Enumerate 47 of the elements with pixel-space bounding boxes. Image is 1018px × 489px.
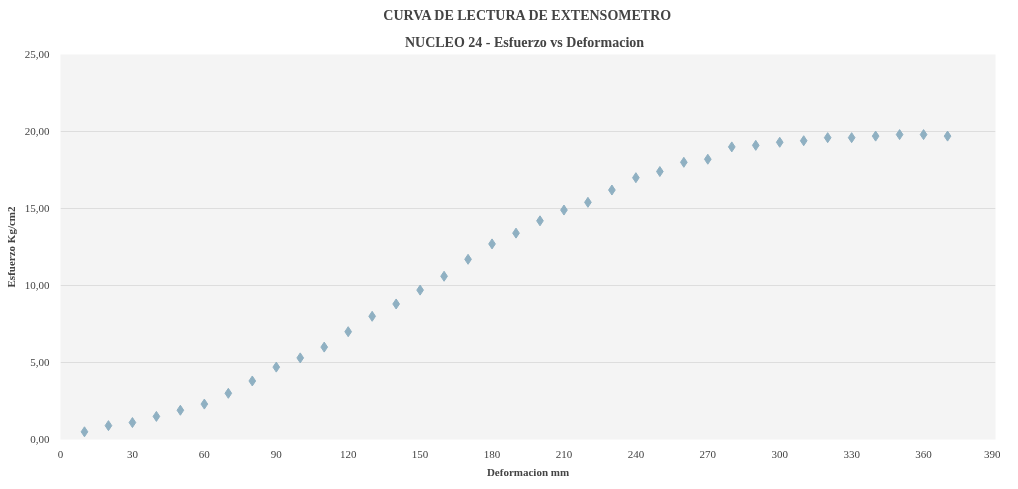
point xyxy=(152,410,161,422)
x-tick-label: 210 xyxy=(555,447,573,460)
y-tick-label: 10,00 xyxy=(24,279,50,291)
x-tick-label: 0 xyxy=(57,447,64,460)
point xyxy=(80,426,89,438)
x-tick-label: 240 xyxy=(627,447,645,460)
point xyxy=(871,130,880,142)
point xyxy=(823,132,832,144)
point xyxy=(272,361,281,373)
x-tick-label: 60 xyxy=(198,447,211,460)
x-tick-label: 150 xyxy=(411,447,429,460)
x-tick-label: 30 xyxy=(126,447,139,460)
point xyxy=(775,136,784,148)
y-tick-label: 5,00 xyxy=(30,356,50,368)
x-tick-label: 360 xyxy=(915,447,933,460)
point xyxy=(296,352,305,364)
y-axis-title: Esfuerzo Kg/cm2 xyxy=(4,206,17,288)
x-tick-label: 270 xyxy=(699,447,717,460)
point xyxy=(200,398,209,410)
point xyxy=(104,420,113,432)
point xyxy=(751,139,760,151)
point xyxy=(943,130,952,142)
y-tick-label: 20,00 xyxy=(24,125,50,137)
point xyxy=(176,404,185,416)
x-tick-label: 390 xyxy=(984,447,1001,460)
point xyxy=(320,341,329,353)
point xyxy=(224,387,233,399)
x-tick-label: 90 xyxy=(270,447,283,460)
y-tick-label: 15,00 xyxy=(24,202,50,214)
x-tick-label: 300 xyxy=(771,447,789,460)
x-axis-title: Deformacion mm xyxy=(486,465,570,478)
y-tick-label: 0,00 xyxy=(30,433,50,445)
point xyxy=(703,153,712,165)
point xyxy=(727,141,736,153)
point xyxy=(128,417,137,429)
point xyxy=(799,135,808,147)
x-tick-label: 330 xyxy=(843,447,861,460)
chart-title: CURVA DE LECTURA DE EXTENSOMETRO xyxy=(383,7,672,23)
point xyxy=(919,129,928,141)
chart-subtitle: NUCLEO 24 - Esfuerzo vs Deformacion xyxy=(404,34,645,50)
x-tick-label: 180 xyxy=(483,447,501,460)
point xyxy=(847,132,856,144)
x-tick-label: 120 xyxy=(339,447,357,460)
point xyxy=(248,375,257,387)
point xyxy=(344,326,353,338)
point xyxy=(895,129,904,141)
y-tick-label: 25,00 xyxy=(24,48,50,60)
